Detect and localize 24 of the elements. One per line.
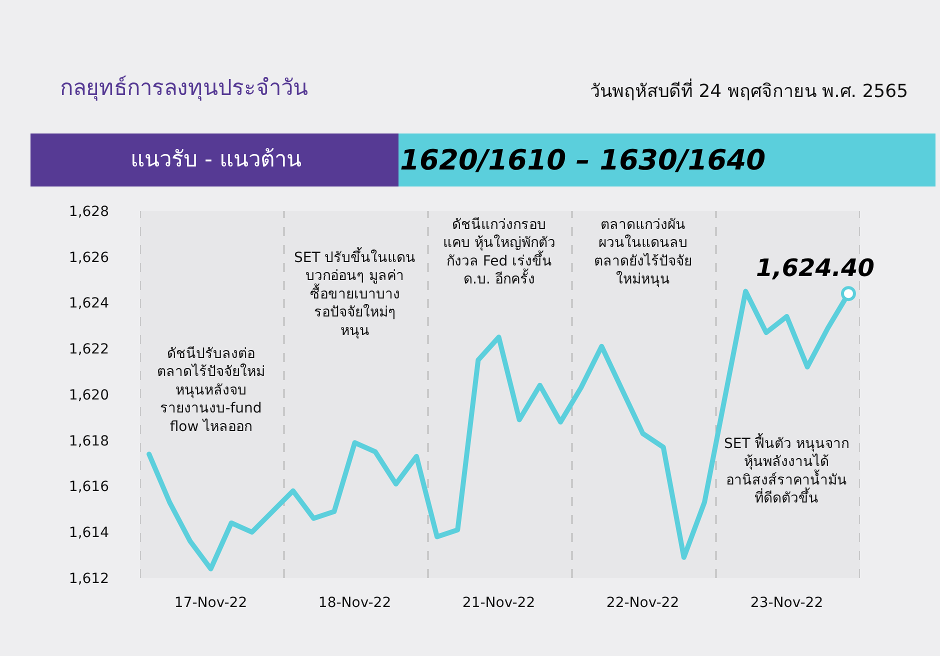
y-tick-label: 1,620 [68, 387, 109, 404]
x-tick-label: 21-Nov-22 [462, 595, 536, 611]
annotation: ตลาดแกว่งผัน ผวนในแดนลบ ตลาดยังไร้ปัจจัย ใหม่หนุน [594, 217, 692, 288]
y-tick-label: 1,628 [68, 204, 109, 220]
annotation: ดัชนีปรับลงต่อ ตลาดไร้ปัจจัยใหม่ หนุนหลังจบ รายงานงบ-fund flow ไหลออก [157, 346, 265, 435]
x-tick-label: 22-Nov-22 [606, 595, 680, 611]
y-tick-label: 1,624 [68, 296, 110, 312]
y-tick-label: 1,626 [68, 250, 110, 266]
y-tick-label: 1,622 [68, 342, 109, 358]
y-tick-label: 1,618 [68, 433, 109, 450]
x-tick-label: 23-Nov-22 [750, 595, 824, 611]
text: 1620/1610 – 1630/1640 [400, 144, 766, 176]
y-tick-label: 1,612 [68, 570, 109, 587]
annotation: SET ฟื้นตัว หนุนจาก หุ้นพลังงานได้ อานิสงส์ราคาน้ำมัน ที่ดีดตัวขึ้น [724, 433, 850, 507]
text: แนวรับ - แนวต้าน [130, 148, 302, 172]
annotation: SET ปรับขึ้นในแดน บวกอ่อนๆ มูลค่า ซื้อขายเบาบาง รอปัจจัยใหม่ๆ หนุน [294, 247, 416, 339]
x-tick-label: 17-Nov-22 [174, 595, 248, 611]
data-label: 1,624.40 [756, 254, 874, 282]
y-tick-label: 1,616 [68, 479, 110, 496]
x-tick-label: 18-Nov-22 [318, 595, 392, 611]
annotation: ดัชนีแกว่งกรอบ แคบ หุ้นใหญ่พักตัว กังวล Fed เร่งขึ้น ด.บ. อีกครั้ง [443, 217, 556, 288]
chart-subtitle: วันพฤหัสบดีที่ 24 พฤศจิกายน พ.ศ. 2565 [590, 78, 908, 102]
chart-title: กลยุทธ์การลงทุนประจำวัน [60, 76, 308, 101]
y-tick-label: 1,614 [68, 525, 110, 542]
